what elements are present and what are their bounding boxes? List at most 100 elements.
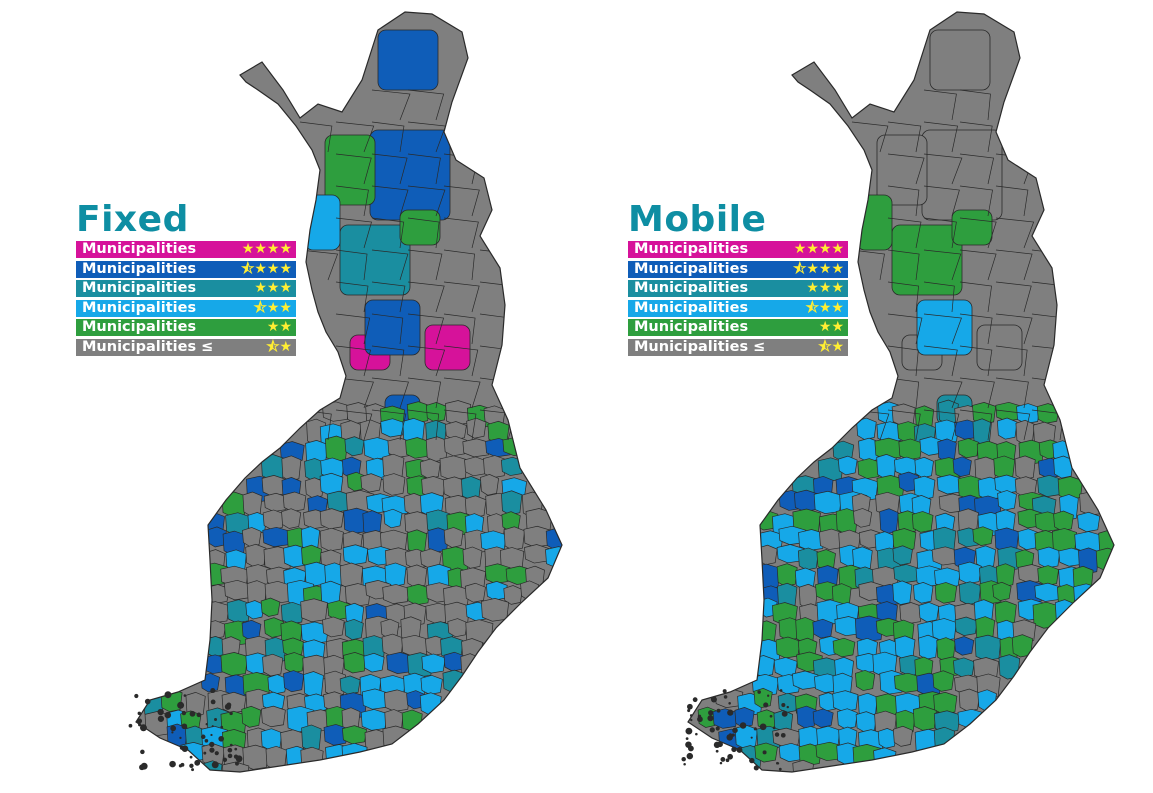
municipality-border (923, 185, 960, 217)
municipality-cell (812, 708, 834, 728)
municipality-border (959, 249, 997, 281)
island (697, 714, 702, 719)
island (211, 761, 219, 769)
municipality-cell (304, 477, 325, 499)
municipality-cell (406, 583, 431, 606)
municipality-cell (837, 455, 858, 476)
municipality-border (371, 89, 411, 121)
stars-icon: ⯪★★★ (793, 260, 844, 277)
municipality-cell (300, 598, 328, 623)
municipality-cell (425, 402, 447, 423)
stars-icon: ★★ (818, 319, 844, 335)
municipality-border (995, 249, 1033, 281)
island (194, 759, 201, 766)
municipality-cell (421, 653, 446, 674)
municipality-cell (444, 421, 467, 441)
municipality-cell (420, 674, 443, 695)
municipality-region (304, 194, 341, 251)
municipality-cell (520, 580, 540, 601)
municipality-border (407, 313, 445, 345)
municipality-cell (363, 652, 385, 673)
island (200, 734, 206, 740)
municipality-border (371, 185, 409, 217)
municipality-cell (201, 601, 230, 624)
island (715, 749, 719, 753)
island (720, 756, 726, 762)
island (753, 765, 759, 771)
island (719, 761, 723, 765)
island (237, 758, 241, 763)
mobile-finland-map (681, 11, 1115, 773)
municipality-cell (752, 655, 775, 677)
island (707, 715, 714, 722)
municipality-cell (503, 526, 525, 551)
municipality-cell (443, 435, 467, 457)
stars-icon: ⯪★★ (253, 299, 292, 316)
country-outline (687, 11, 1115, 773)
municipality-cell (484, 563, 511, 584)
municipality-cell (855, 669, 876, 691)
legend-row-2-5-stars: Municipalities ⯪★★ (628, 299, 848, 317)
municipality-cell (384, 562, 407, 587)
municipality-cell (753, 687, 773, 709)
municipality-cell (419, 458, 441, 479)
municipality-cell (933, 691, 958, 715)
municipality-border (443, 249, 475, 281)
municipality-cell (361, 688, 389, 710)
municipality-border (443, 313, 476, 345)
municipality-border (995, 409, 1031, 441)
island (725, 758, 730, 763)
municipality-border (887, 153, 925, 185)
island (233, 754, 239, 759)
municipality-region (951, 209, 993, 246)
municipality-cell (1053, 510, 1074, 532)
island (189, 710, 196, 717)
municipality-cell (200, 672, 220, 693)
municipality-cell (856, 417, 877, 440)
island (728, 702, 731, 705)
legend-row-4-stars: Municipalities ★★★★ (76, 241, 296, 258)
municipality-cell (220, 652, 248, 676)
municipality-cell (998, 654, 1021, 680)
island (692, 697, 698, 703)
municipality-cell (892, 545, 913, 566)
island (210, 699, 216, 705)
municipality-cell (500, 456, 525, 476)
municipality-border (371, 153, 408, 185)
island (209, 741, 215, 748)
island (191, 768, 195, 772)
island (170, 725, 177, 732)
municipality-border (371, 409, 407, 441)
municipality-cell (524, 544, 550, 564)
municipality-cell (912, 706, 937, 731)
municipality-region (976, 324, 1023, 371)
municipality-cell (813, 490, 842, 514)
municipality-region (929, 29, 991, 91)
municipality-cell (931, 618, 957, 642)
municipality-border (407, 185, 446, 217)
island (140, 749, 145, 755)
municipality-cell (443, 527, 464, 548)
stars-icon: ⯪★ (266, 338, 292, 355)
municipality-cell (954, 616, 978, 636)
municipality-cell (933, 710, 961, 733)
municipality-cell (222, 761, 250, 772)
municipality-cell (914, 456, 934, 479)
island (786, 705, 789, 709)
island (772, 726, 776, 730)
island (750, 736, 753, 739)
municipality-border (959, 89, 991, 121)
island (171, 731, 174, 734)
municipality-cell (855, 711, 877, 733)
legend-row-3-stars: Municipalities ★★★ (76, 280, 296, 297)
municipality-border (923, 217, 957, 249)
municipality-border (959, 153, 995, 185)
island (177, 701, 185, 709)
municipality-border (299, 249, 339, 281)
municipality-border (959, 281, 992, 313)
municipality-cell (879, 508, 899, 534)
municipality-cell (319, 527, 344, 552)
municipality-cell (913, 582, 934, 604)
municipality-cell (953, 657, 975, 678)
municipality-border (887, 217, 922, 249)
